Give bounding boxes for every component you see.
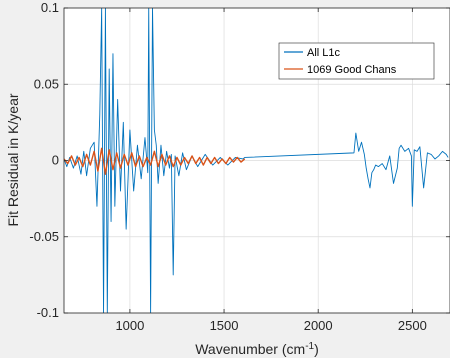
legend-label-all-l1c: All L1c xyxy=(307,47,341,59)
y-tick-label: 0.05 xyxy=(34,76,59,91)
axis-ticks: 1000 1500 2000 2500 -0.1 -0.05 0 0.05 0.1 xyxy=(29,0,450,333)
y-axis-title: Fit Residual in K/year xyxy=(5,93,21,226)
x-tick-label: 1500 xyxy=(210,318,239,333)
series-line-all-l1c xyxy=(64,8,449,313)
data-series xyxy=(64,8,449,313)
y-tick-label: 0 xyxy=(52,153,59,168)
y-tick-label: -0.1 xyxy=(37,305,59,320)
x-tick-label: 1000 xyxy=(115,318,144,333)
y-tick-label: -0.05 xyxy=(29,229,59,244)
x-tick-label: 2000 xyxy=(304,318,333,333)
legend-label-good-chans: 1069 Good Chans xyxy=(307,64,397,76)
legend: All L1c 1069 Good Chans xyxy=(278,42,435,80)
x-axis-title: Wavenumber (cm-1) xyxy=(195,341,319,357)
x-tick-label: 2500 xyxy=(398,318,427,333)
series-line-good-chans xyxy=(64,147,246,175)
y-tick-label: 0.1 xyxy=(41,0,59,15)
legend-box xyxy=(278,42,435,80)
